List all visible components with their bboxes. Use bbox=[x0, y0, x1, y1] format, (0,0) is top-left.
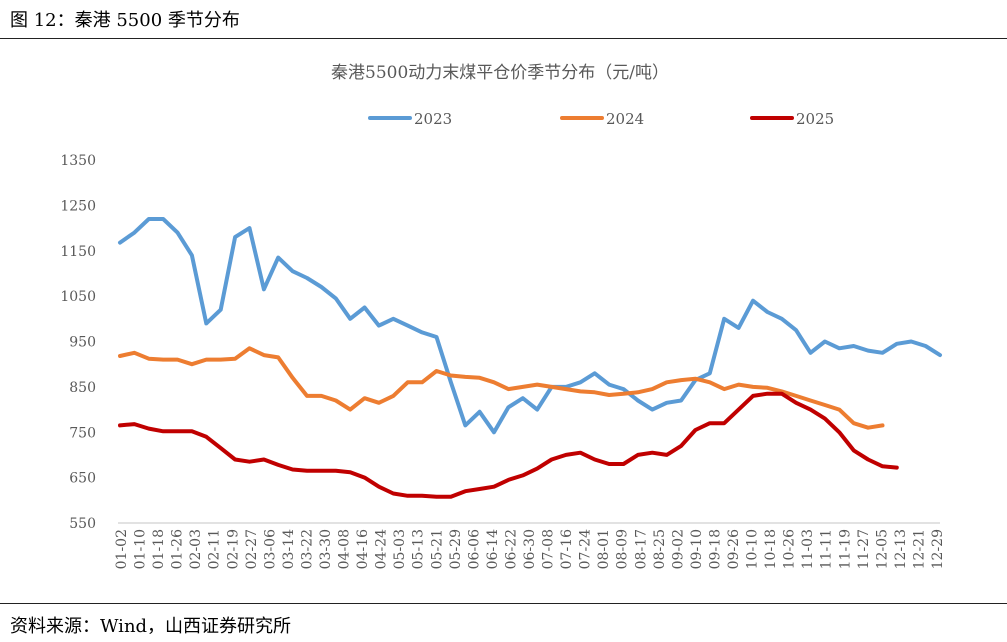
x-tick-label: 03-22 bbox=[299, 529, 315, 569]
y-tick-label: 750 bbox=[69, 425, 96, 441]
x-tick-label: 03-14 bbox=[281, 529, 297, 569]
x-tick-label: 09-26 bbox=[726, 529, 742, 569]
y-tick-label: 950 bbox=[69, 335, 96, 351]
x-tick-label: 04-08 bbox=[337, 529, 353, 569]
y-tick-label: 1350 bbox=[60, 153, 96, 169]
x-tick-label: 10-26 bbox=[782, 529, 798, 569]
x-tick-label: 10-18 bbox=[763, 529, 779, 569]
legend: 2023 2024 2025 bbox=[368, 110, 834, 128]
x-tick-label: 12-21 bbox=[911, 529, 927, 569]
x-axis: 01-02 01-10 01-18 01-26 02-03 02-11 02-19 02-27… bbox=[114, 522, 946, 569]
legend-label-2023: 2023 bbox=[414, 110, 452, 128]
x-tick-label: 01-02 bbox=[114, 529, 130, 569]
x-tick-label: 09-10 bbox=[689, 529, 705, 569]
x-tick-label: 11-11 bbox=[819, 529, 835, 569]
x-tick-label: 03-30 bbox=[318, 529, 334, 569]
header-rule bbox=[0, 38, 1007, 39]
series-group bbox=[118, 217, 942, 499]
y-axis: 550 650 750 850 950 1050 1150 1250 1350 bbox=[60, 153, 96, 532]
x-tick-label: 02-27 bbox=[244, 529, 260, 569]
x-tick-label: 02-11 bbox=[207, 529, 223, 569]
y-tick-label: 1250 bbox=[60, 198, 96, 214]
series-line-2023 bbox=[118, 217, 942, 435]
x-tick-label: 12-05 bbox=[874, 529, 890, 569]
footer-rule bbox=[0, 603, 1007, 604]
x-tick-label: 07-08 bbox=[541, 529, 557, 569]
x-tick-label: 02-03 bbox=[188, 529, 204, 569]
x-tick-label: 07-16 bbox=[559, 529, 575, 569]
figure-footer: 资料来源：Wind，山西证券研究所 bbox=[10, 616, 292, 637]
x-tick-label: 02-19 bbox=[225, 529, 241, 569]
x-tick-label: 04-16 bbox=[355, 529, 371, 569]
x-tick-label: 08-09 bbox=[615, 529, 631, 569]
y-tick-label: 1050 bbox=[60, 289, 96, 305]
x-tick-label: 05-29 bbox=[448, 529, 464, 569]
x-tick-label: 11-27 bbox=[856, 529, 872, 569]
x-tick-label: 12-29 bbox=[930, 529, 946, 569]
x-tick-label: 03-06 bbox=[262, 529, 278, 569]
x-tick-label: 08-01 bbox=[596, 529, 612, 569]
x-tick-label: 05-03 bbox=[392, 529, 408, 569]
y-tick-label: 550 bbox=[69, 516, 96, 532]
x-tick-label: 11-19 bbox=[837, 529, 853, 569]
x-tick-label: 01-10 bbox=[133, 529, 149, 569]
x-tick-label: 07-24 bbox=[578, 529, 594, 569]
series-line-2024 bbox=[118, 346, 885, 430]
x-tick-label: 06-30 bbox=[522, 529, 538, 569]
legend-label-2025: 2025 bbox=[796, 110, 834, 128]
x-tick-label: 06-14 bbox=[485, 529, 501, 569]
x-tick-label: 05-13 bbox=[411, 529, 427, 569]
y-tick-label: 850 bbox=[69, 380, 96, 396]
x-tick-label: 06-22 bbox=[503, 529, 519, 569]
figure-header: 图 12：秦港 5500 季节分布 bbox=[10, 10, 240, 31]
x-tick-label: 04-24 bbox=[374, 529, 390, 569]
x-tick-label: 11-03 bbox=[800, 529, 816, 569]
x-tick-label: 01-18 bbox=[151, 529, 167, 569]
x-tick-label: 05-21 bbox=[429, 529, 445, 569]
legend-label-2024: 2024 bbox=[606, 110, 644, 128]
series-line-2025 bbox=[118, 391, 899, 499]
x-tick-label: 10-10 bbox=[745, 529, 761, 569]
x-tick-label: 06-06 bbox=[466, 529, 482, 569]
x-tick-label: 09-18 bbox=[707, 529, 723, 569]
x-tick-label: 12-13 bbox=[893, 529, 909, 569]
y-tick-label: 1150 bbox=[60, 244, 96, 260]
chart-title: 秦港5500动力末煤平仓价季节分布（元/吨） bbox=[331, 63, 669, 83]
x-tick-label: 08-17 bbox=[633, 529, 649, 569]
x-tick-label: 01-26 bbox=[170, 529, 186, 569]
x-tick-label: 08-25 bbox=[652, 529, 668, 569]
y-tick-label: 650 bbox=[69, 471, 96, 487]
x-tick-label: 09-02 bbox=[670, 529, 686, 569]
